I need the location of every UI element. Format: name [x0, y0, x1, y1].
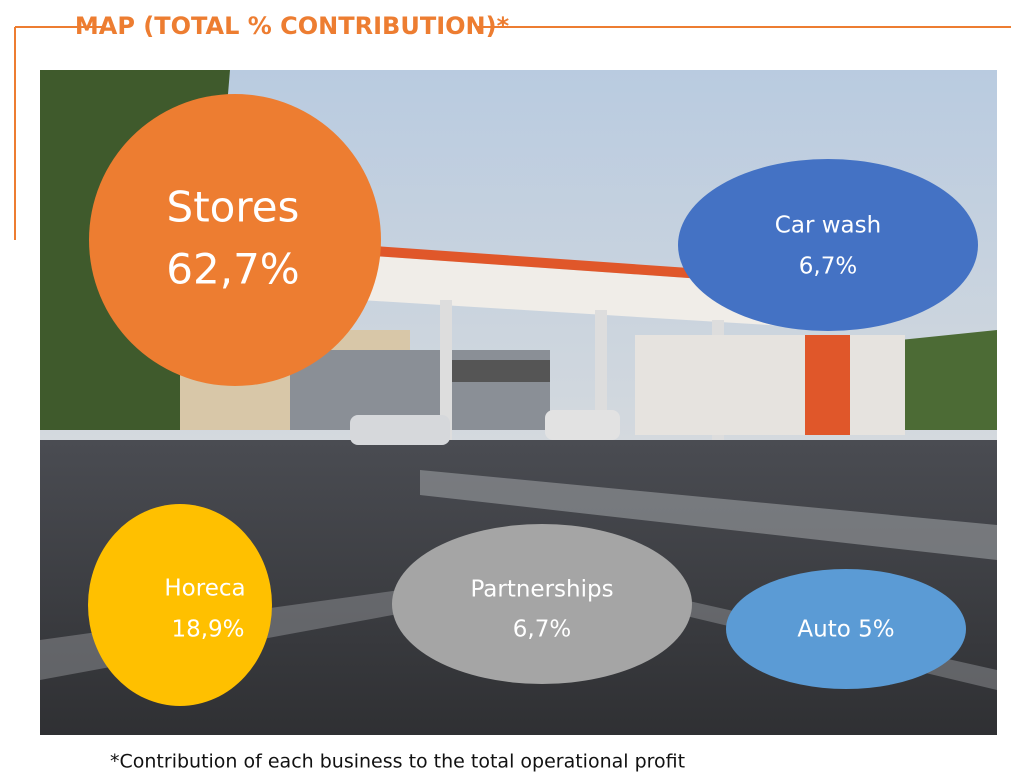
bubble-value: 6,7% — [799, 254, 857, 280]
title: MAP (TOTAL % CONTRIBUTION)* — [75, 12, 510, 40]
footnote: *Contribution of each business to the to… — [110, 751, 685, 773]
page: MAP (TOTAL % CONTRIBUTION)* Stores 62,7%… — [0, 0, 1011, 782]
bubble-car-wash: Car wash 6,7% — [678, 159, 978, 331]
bubble-horeca: Horeca 18,9% — [88, 504, 272, 706]
bubble-value: 6,7% — [513, 617, 571, 643]
bubble-value: 62,7% — [166, 245, 299, 294]
bubble-auto: Auto 5% — [726, 569, 966, 689]
bubble-label: Partnerships — [470, 577, 613, 603]
bubble-partnerships: Partnerships 6,7% — [392, 524, 692, 684]
bubble-stores: Stores 62,7% — [89, 94, 381, 386]
bubble-label: Stores — [167, 183, 300, 232]
bubble-label: Auto 5% — [797, 617, 894, 643]
bubble-label: Car wash — [775, 213, 881, 239]
bubble-label: Horeca — [164, 576, 245, 602]
bubble-value: 18,9% — [171, 617, 244, 643]
